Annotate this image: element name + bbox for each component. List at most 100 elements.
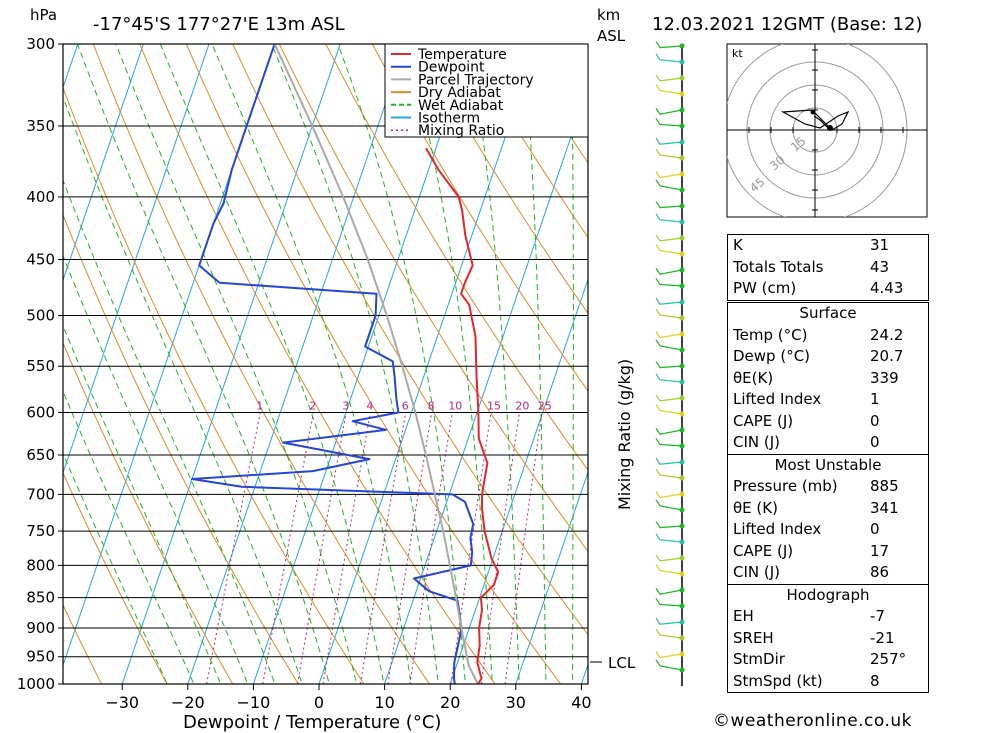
wet-adiabat-line [271, 44, 439, 684]
dry-adiabat-line [63, 86, 365, 684]
isotherm-line [515, 470, 588, 684]
parcel-trajectory-profile [273, 44, 479, 684]
surface-row-cape: CAPE (J) 0 [733, 411, 880, 430]
isotherm-line [0, 26, 18, 710]
wind-barb [655, 53, 683, 63]
legend-label: Parcel Trajectory [418, 72, 534, 88]
wet-adiabat-line [570, 44, 574, 684]
wind-barb [655, 404, 683, 415]
wind-barb [655, 213, 683, 223]
temp-tick-label: 20 [440, 693, 460, 712]
wind-barb [655, 468, 683, 479]
wind-barb [655, 74, 683, 82]
mixing-ratio-label: 6 [402, 399, 409, 412]
wet-adiabat-line [63, 390, 195, 684]
most-unstable-title: Most Unstable [728, 453, 928, 477]
pressure-tick-label: 500 [26, 307, 55, 325]
wet-adiabat-line [405, 44, 493, 684]
temp-tick-label: 30 [506, 693, 526, 712]
wind-barb [655, 339, 683, 351]
mixing-ratio-label: 8 [428, 399, 435, 412]
hodograph-trace [780, 109, 850, 131]
mixing-ratio-label: 3 [342, 399, 349, 412]
pressure-tick-label: 750 [26, 522, 55, 540]
wind-barb [655, 148, 683, 159]
mixing-ratio-label: 15 [487, 399, 501, 412]
wind-barb [655, 41, 683, 49]
mixing-ratio-label: 1 [256, 399, 263, 412]
x-axis-label: Dewpoint / Temperature (°C) [183, 712, 441, 733]
pressure-tick-label: 850 [26, 589, 55, 607]
wind-barb [655, 651, 683, 659]
wind-barb [655, 533, 683, 543]
dry-adiabat-line [325, 44, 588, 471]
wet-adiabat-line [468, 44, 520, 684]
dry-adiabat-line [63, 341, 234, 684]
wind-barb [655, 457, 683, 465]
surface-row-thetae: θE(K) 339 [733, 368, 899, 387]
wind-barb [655, 244, 683, 255]
plot-background [63, 44, 588, 684]
indices-table: K 31 Totals Totals 43 PW (cm) 4.43 [727, 234, 929, 301]
legend-label: Isotherm [418, 111, 480, 127]
dry-adiabat-line [92, 44, 431, 684]
hodograph-point [810, 109, 816, 115]
index-row-k: K 31 [733, 236, 890, 254]
isotherm-line [384, 85, 588, 684]
temp-tick-label: 10 [374, 693, 394, 712]
copyright-footer[interactable]: ©weatheronline.co.uk [713, 711, 913, 731]
wind-barb [655, 394, 683, 402]
hodo-row-sreh: SREH -21 [733, 628, 895, 647]
pressure-unit-label: hPa [30, 6, 57, 24]
legend-label: Dry Adiabat [418, 85, 501, 101]
plot-frame [62, 43, 589, 685]
hodograph-params-title: Hodograph [728, 583, 928, 607]
dry-adiabat-line [185, 44, 562, 684]
wind-barb [655, 201, 683, 209]
wind-barb [655, 84, 683, 95]
surface-row-li: Lifted Index 1 [733, 390, 880, 408]
wind-barb [655, 331, 683, 339]
mixing-ratio-label: 4 [366, 399, 373, 412]
mixing-ratio-label: 25 [538, 399, 552, 412]
mu-row-cape: CAPE (J) 17 [733, 541, 890, 560]
surface-row-temp: Temp (°C) 24.2 [733, 325, 904, 344]
temp-tick-label: −30 [105, 693, 139, 712]
wind-barb [655, 438, 683, 447]
pressure-tick-label: 1000 [17, 675, 55, 693]
index-row-pw: PW (cm) 4.43 [733, 279, 904, 297]
legend-label: Temperature [417, 47, 507, 63]
dry-adiabat-line [464, 44, 588, 239]
isotherm-line [63, 44, 210, 475]
wet-adiabat-line [63, 324, 222, 684]
km-unit-label: km [597, 6, 620, 24]
wet-adiabat-line [76, 44, 330, 684]
axes: 3003504004505005506006507007508008509009… [17, 35, 592, 712]
wet-adiabat-line [63, 95, 303, 684]
wet-adiabat-line [63, 452, 168, 684]
isotherm-line [449, 277, 588, 684]
wet-adiabat-line [115, 44, 358, 684]
mixing-ratio-axis-label: Mixing Ratio (g/kg) [615, 359, 634, 510]
mu-row-pressure: Pressure (mb) 885 [733, 477, 899, 495]
wind-barb [655, 118, 683, 127]
pressure-tick-label: 550 [26, 357, 55, 375]
location-title: -17°45'S 177°27'E 13m ASL [93, 14, 345, 35]
wind-barb [655, 587, 683, 595]
temp-tick-label: −20 [171, 693, 205, 712]
mu-row-thetae: θE (K) 341 [733, 498, 899, 517]
wet-adiabat-line [523, 44, 547, 684]
hodograph-unit-label: kt [732, 47, 743, 60]
wind-barb [655, 278, 683, 287]
pressure-tick-label: 650 [26, 446, 55, 464]
pressure-tick-label: 950 [26, 648, 55, 666]
pressure-tick-label: 600 [26, 403, 55, 421]
wind-barb [655, 554, 683, 562]
dry-adiabat-line [418, 44, 588, 315]
wind-barb [655, 361, 683, 369]
mu-row-li: Lifted Index 0 [733, 520, 880, 538]
temp-tick-label: −10 [237, 693, 271, 712]
hodograph-storm-motion [827, 125, 833, 131]
wind-barb [655, 137, 683, 145]
